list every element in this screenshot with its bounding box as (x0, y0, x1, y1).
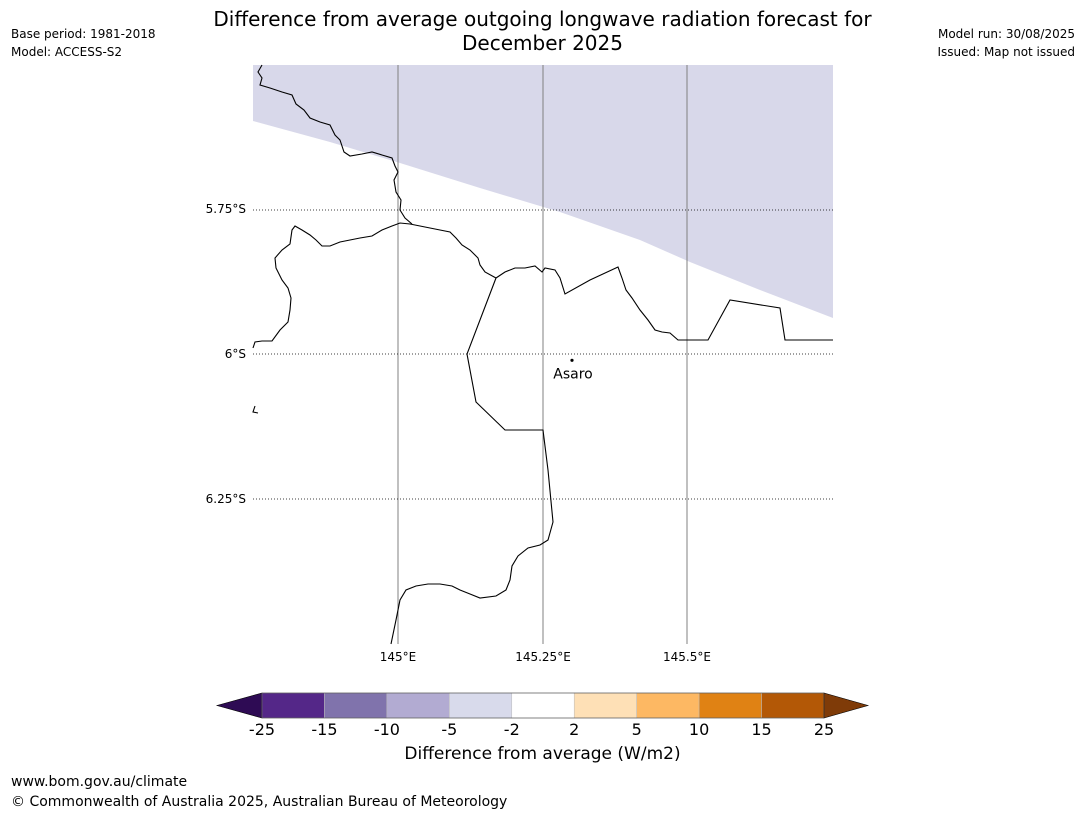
colorbar-tick-label: -25 (249, 720, 275, 739)
colorbar-tick-label: 5 (632, 720, 642, 739)
colorbar-tick-label: -5 (441, 720, 457, 739)
footer-copyright: © Commonwealth of Australia 2025, Austra… (11, 794, 508, 810)
colorbar-tick-label: -10 (374, 720, 400, 739)
colorbar-tick-label: 15 (751, 720, 771, 739)
base-period-text: Base period: 1981-2018 (11, 27, 156, 41)
map-frame (252, 64, 833, 645)
issued-text: Issued: Map not issued (937, 45, 1075, 59)
title-line-2: December 2025 (462, 31, 623, 55)
map-canvas: 5.75°S 6°S 6.25°S 145°E 145.25°E 145.5°E… (206, 64, 833, 664)
colorbar-swatch-7 (698, 692, 762, 719)
colorbar-swatch-5 (573, 692, 637, 719)
colorbar-boxes (215, 692, 870, 719)
colorbar-tick-label: 25 (814, 720, 834, 739)
lat-label-6-25: 6.25°S (206, 492, 246, 506)
colorbar-swatch-1 (324, 692, 388, 719)
colorbar-extend-over (823, 692, 870, 719)
lat-label-5-75: 5.75°S (206, 202, 246, 216)
colorbar-swatch-3 (449, 692, 513, 719)
place-marker-asaro (570, 358, 574, 362)
model-text: Model: ACCESS-S2 (11, 45, 123, 59)
colorbar-swatch-8 (761, 692, 825, 719)
lon-label-145-5: 145.5°E (663, 650, 711, 664)
lon-label-145-25: 145.25°E (515, 650, 571, 664)
colorbar-outline (261, 692, 825, 719)
place-label-asaro: Asaro (553, 366, 592, 382)
province-border-north (257, 64, 413, 225)
province-border-south (390, 277, 554, 645)
map-title: Difference from average outgoing longwav… (150, 7, 935, 55)
province-border-central (252, 222, 497, 349)
colorbar-swatch-0 (261, 692, 325, 719)
colorbar-tick-label: -2 (504, 720, 520, 739)
colorbar: -25 -15 -10 -5 -2 2 5 10 15 25 (215, 692, 870, 739)
metadata-left: Base period: 1981-2018 Model: ACCESS-S2 (11, 25, 156, 61)
colorbar-title: Difference from average (W/m2) (404, 744, 681, 764)
title-line-1: Difference from average outgoing longwav… (213, 7, 872, 31)
colorbar-swatch-2 (386, 692, 450, 719)
colorbar-swatch-6 (636, 692, 700, 719)
lat-label-6: 6°S (225, 347, 246, 361)
colorbar-tick-label: 10 (689, 720, 709, 739)
colorbar-swatch-4 (511, 692, 575, 719)
colorbar-tick-label: 2 (569, 720, 579, 739)
province-border-east (495, 265, 833, 341)
colorbar-ticks: -25 -15 -10 -5 -2 2 5 10 15 25 (249, 720, 834, 739)
border-fragment-west (252, 405, 259, 414)
model-run-text: Model run: 30/08/2025 (937, 27, 1075, 41)
metadata-right: Model run: 30/08/2025 Issued: Map not is… (937, 25, 1075, 61)
colorbar-extend-under (215, 692, 263, 719)
lon-label-145: 145°E (380, 650, 417, 664)
footer-url: www.bom.gov.au/climate (11, 774, 188, 790)
colorbar-tick-label: -15 (311, 720, 337, 739)
